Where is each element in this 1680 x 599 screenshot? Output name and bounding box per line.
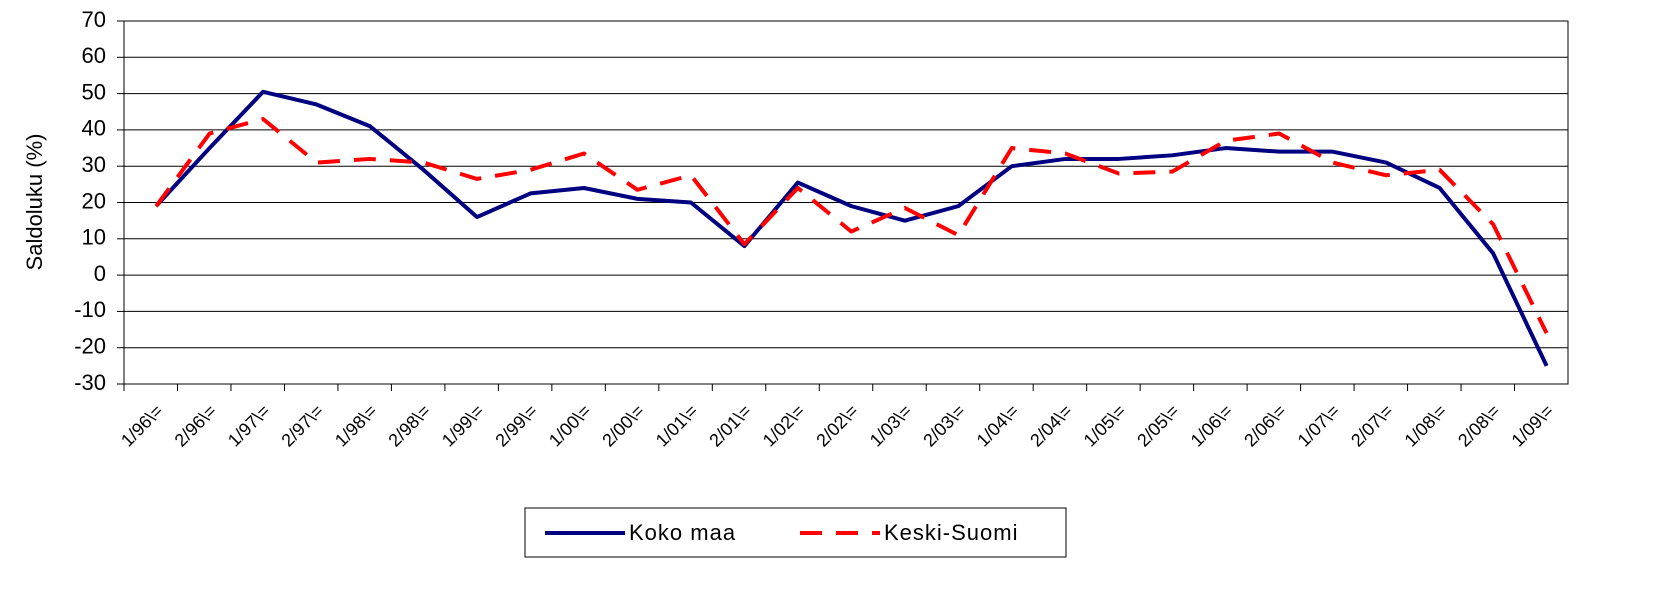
x-tick-label: 2/03\= (919, 401, 969, 451)
y-tick-label: 60 (82, 43, 106, 68)
x-tick-label: 1/98\= (331, 401, 381, 451)
y-tick-label: 30 (82, 152, 106, 177)
x-tick-label: 1/96\= (117, 401, 167, 451)
x-tick-label: 1/00\= (545, 401, 595, 451)
x-tick-label: 1/99\= (438, 401, 488, 451)
x-tick-label: 2/07\= (1347, 401, 1397, 451)
y-tick-label: 70 (82, 7, 106, 32)
x-tick-label: 2/99\= (491, 401, 541, 451)
x-tick-label: 2/06\= (1240, 401, 1290, 451)
y-tick-label: 50 (82, 79, 106, 104)
x-tick-label: 2/98\= (384, 401, 434, 451)
x-tick-label: 2/00\= (598, 401, 648, 451)
x-tick-label: 2/08\= (1454, 401, 1504, 451)
x-tick-label: 1/09\= (1508, 401, 1558, 451)
series-line (154, 117, 1549, 335)
y-tick-label: 0 (94, 261, 106, 286)
legend-label: Koko maa (629, 520, 736, 545)
x-tick-label: 2/05\= (1133, 401, 1183, 451)
x-tick-label: 1/03\= (866, 401, 916, 451)
series-line (154, 89, 1549, 367)
x-tick-label: 1/02\= (759, 401, 809, 451)
y-axis-label: Saldoluku (%) (22, 134, 47, 271)
x-tick-label: 1/05\= (1080, 401, 1130, 451)
x-tick-label: 2/02\= (812, 401, 862, 451)
y-tick-label: 40 (82, 116, 106, 141)
y-tick-label: 10 (82, 225, 106, 250)
y-tick-label: 20 (82, 188, 106, 213)
x-tick-label: 2/96\= (171, 401, 221, 451)
x-tick-label: 1/01\= (652, 401, 702, 451)
plot-frame (123, 20, 1569, 385)
y-tick-label: -30 (74, 370, 106, 395)
x-tick-label: 2/04\= (1026, 401, 1076, 451)
x-tick-label: 1/08\= (1401, 401, 1451, 451)
x-tick-label: 1/97\= (224, 401, 274, 451)
y-tick-label: -10 (74, 297, 106, 322)
x-tick-label: 1/06\= (1187, 401, 1237, 451)
x-tick-label: 1/04\= (973, 401, 1023, 451)
x-tick-label: 2/01\= (705, 401, 755, 451)
legend-label: Keski-Suomi (884, 520, 1018, 545)
y-tick-label: -20 (74, 334, 106, 359)
x-tick-label: 1/07\= (1294, 401, 1344, 451)
x-tick-label: 2/97\= (277, 401, 327, 451)
